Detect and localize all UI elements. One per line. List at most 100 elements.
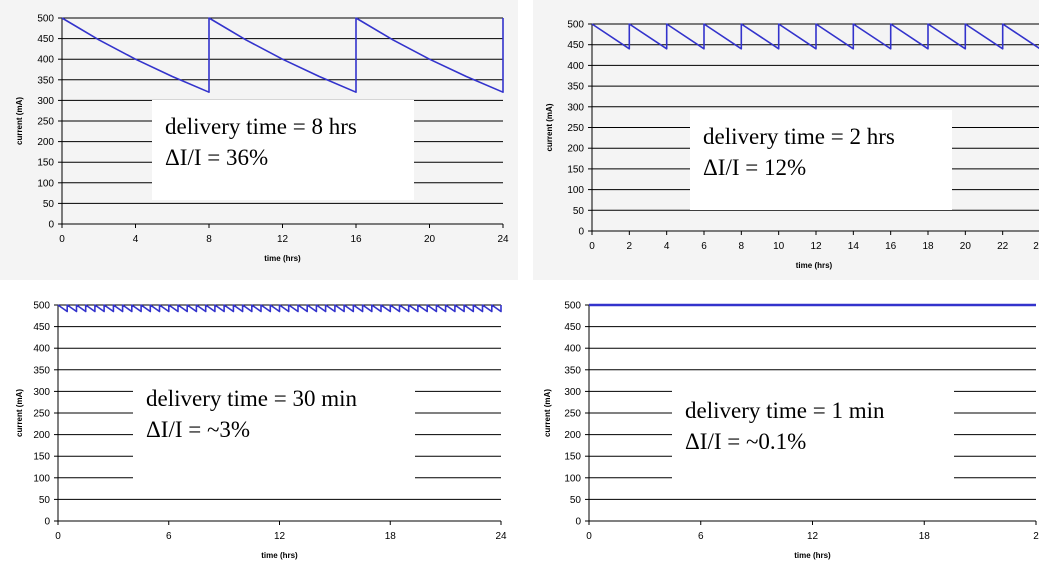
x-tick-label: 0 — [55, 531, 61, 542]
x-tick-label: 6 — [698, 531, 704, 542]
y-tick-label: 150 — [33, 452, 50, 463]
annotation-delivery-time: delivery time = 30 min — [146, 386, 357, 411]
x-tick-label: 8 — [739, 241, 745, 252]
annotation-box — [133, 372, 415, 480]
y-axis-label: current (mA) — [545, 103, 554, 151]
y-tick-label: 0 — [578, 227, 584, 238]
y-tick-label: 400 — [567, 61, 584, 72]
x-tick-label: 0 — [586, 531, 592, 542]
annotation-delta: ΔI/I = ~0.1% — [685, 429, 806, 454]
y-tick-label: 200 — [564, 430, 581, 441]
y-axis-label: current (mA) — [15, 389, 24, 437]
y-tick-label: 450 — [33, 322, 50, 333]
x-tick-label: 12 — [277, 234, 289, 245]
x-tick-label: 0 — [589, 241, 595, 252]
y-tick-label: 450 — [567, 40, 584, 51]
chart-panel-4: 0 50 100 150 200 250 300 350 400 450 500 0 6 12 18 2 tim… — [543, 301, 1039, 561]
y-tick-label: 250 — [564, 409, 581, 420]
y-tick-label: 0 — [575, 517, 581, 528]
y-tick-label: 450 — [564, 322, 581, 333]
annotation-delta: ΔI/I = 12% — [703, 155, 806, 180]
x-tick-label: 2 — [1033, 241, 1039, 252]
y-tick-label: 450 — [37, 34, 54, 45]
x-tick-label: 24 — [497, 234, 509, 245]
x-tick-label: 16 — [350, 234, 362, 245]
y-tick-label: 150 — [564, 452, 581, 463]
y-tick-label: 350 — [564, 365, 581, 376]
x-axis-label: time (hrs) — [796, 261, 833, 270]
chart-panel-1: 0 50 100 150 200 250 300 350 400 450 500 0 4 8 12 16 20 2… — [0, 0, 518, 280]
y-tick-label: 200 — [37, 137, 54, 148]
annotation-delivery-time: delivery time = 8 hrs — [165, 114, 357, 139]
y-tick-label: 250 — [37, 117, 54, 128]
x-tick-label: 16 — [885, 241, 897, 252]
x-tick-label: 12 — [807, 531, 819, 542]
y-tick-label: 350 — [33, 365, 50, 376]
x-tick-label: 20 — [960, 241, 972, 252]
y-tick-label: 500 — [33, 301, 50, 312]
x-tick-label: 2 — [1033, 531, 1039, 542]
annotation-delta: ΔI/I = ~3% — [146, 417, 250, 442]
annotation-box — [672, 384, 954, 484]
x-tick-label: 20 — [424, 234, 436, 245]
x-tick-label: 24 — [495, 531, 507, 542]
y-tick-label: 0 — [48, 220, 54, 231]
y-tick-label: 100 — [567, 185, 584, 196]
y-tick-label: 100 — [564, 473, 581, 484]
x-tick-label: 4 — [664, 241, 670, 252]
x-tick-label: 18 — [919, 531, 931, 542]
annotation-box — [152, 100, 414, 200]
x-tick-label: 8 — [206, 234, 212, 245]
x-tick-label: 18 — [922, 241, 934, 252]
y-tick-label: 500 — [564, 301, 581, 312]
y-tick-label: 200 — [567, 144, 584, 155]
y-tick-label: 250 — [33, 409, 50, 420]
y-tick-label: 100 — [37, 178, 54, 189]
y-tick-label: 300 — [564, 387, 581, 398]
annotation-delta: ΔI/I = 36% — [165, 145, 268, 170]
x-tick-label: 12 — [274, 531, 286, 542]
x-tick-label: 6 — [166, 531, 172, 542]
y-tick-label: 500 — [567, 20, 584, 31]
y-tick-label: 400 — [564, 344, 581, 355]
x-tick-label: 0 — [59, 234, 65, 245]
y-tick-label: 150 — [567, 164, 584, 175]
y-tick-label: 50 — [573, 206, 585, 217]
x-tick-label: 4 — [133, 234, 139, 245]
series-line-1 — [61, 17, 504, 93]
y-tick-label: 0 — [44, 517, 50, 528]
y-tick-label: 50 — [43, 199, 55, 210]
y-tick-label: 150 — [37, 158, 54, 169]
chart-panel-2: 0 50 100 150 200 250 300 350 400 450 500 0 2 4 6 8 10 12 1… — [533, 0, 1039, 280]
y-axis-label: current (mA) — [15, 97, 24, 145]
y-tick-label: 100 — [33, 473, 50, 484]
y-tick-label: 300 — [33, 387, 50, 398]
x-tick-label: 12 — [810, 241, 822, 252]
y-tick-label: 300 — [37, 96, 54, 107]
x-tick-label: 2 — [627, 241, 633, 252]
x-tick-label: 14 — [848, 241, 860, 252]
y-tick-label: 400 — [33, 344, 50, 355]
x-axis-label: time (hrs) — [264, 254, 301, 263]
annotation-delivery-time: delivery time = 2 hrs — [703, 124, 895, 149]
y-tick-label: 300 — [567, 102, 584, 113]
series-line-1 — [591, 23, 1039, 50]
y-tick-label: 50 — [570, 495, 582, 506]
y-tick-label: 250 — [567, 123, 584, 134]
x-tick-label: 18 — [385, 531, 397, 542]
x-axis-label: time (hrs) — [794, 551, 831, 560]
y-tick-label: 350 — [567, 82, 584, 93]
y-tick-label: 350 — [37, 75, 54, 86]
annotation-box — [690, 110, 952, 210]
series-line-1 — [57, 304, 502, 313]
chart-panel-3: 0 50 100 150 200 250 300 350 400 450 500 0 6 12 18 24 ti… — [15, 301, 507, 561]
x-tick-label: 22 — [997, 241, 1009, 252]
x-axis-label: time (hrs) — [261, 551, 298, 560]
x-tick-label: 6 — [701, 241, 707, 252]
y-tick-label: 500 — [37, 14, 54, 25]
y-tick-label: 400 — [37, 55, 54, 66]
y-tick-label: 50 — [39, 495, 51, 506]
annotation-delivery-time: delivery time = 1 min — [685, 398, 885, 423]
x-tick-label: 10 — [773, 241, 785, 252]
